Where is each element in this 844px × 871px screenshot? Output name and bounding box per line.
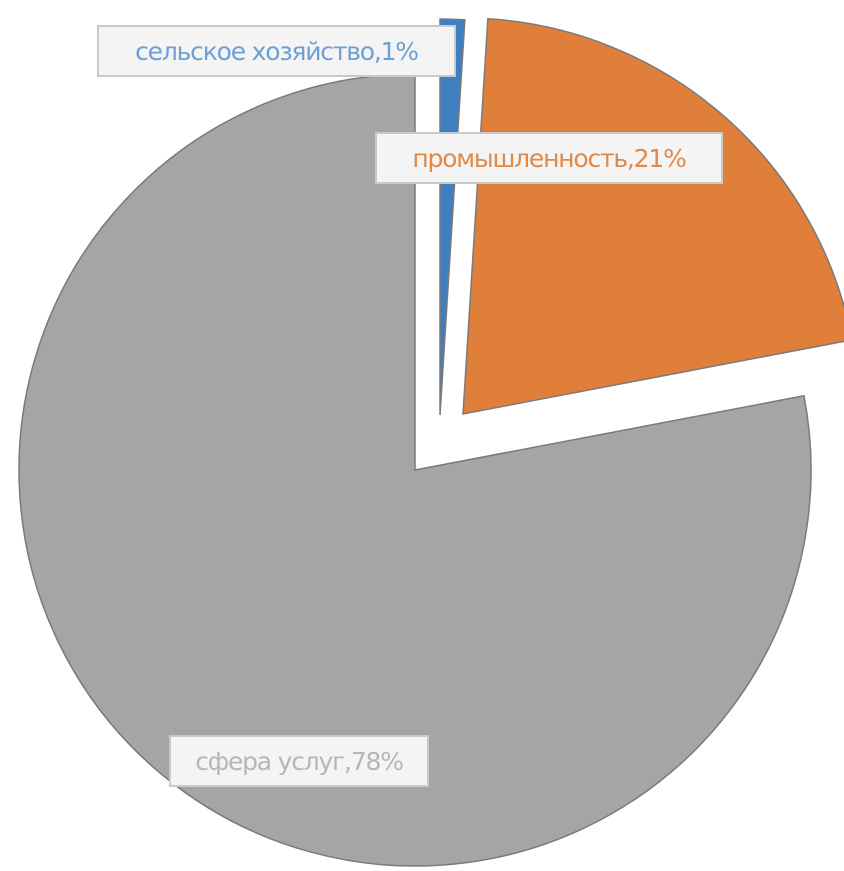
data-label-box <box>375 132 723 184</box>
data-labels: сельское хозяйство,1% промышленность,21% с… <box>97 25 723 787</box>
data-label-box <box>169 735 429 787</box>
pie-slice-2 <box>462 17 844 415</box>
pie-slices <box>18 17 844 867</box>
data-label-text: сельское хозяйство,1% <box>135 37 418 66</box>
pie-slice-1 <box>439 18 466 416</box>
pie-slice-3 <box>18 73 812 867</box>
data-label-box <box>97 25 456 77</box>
data-label-text: промышленность,21% <box>412 144 686 173</box>
data-label-3: сфера услуг,78% <box>169 735 429 787</box>
data-label-1: сельское хозяйство,1% <box>97 25 456 77</box>
data-label-2: промышленность,21% <box>375 132 723 184</box>
data-label-text: сфера услуг,78% <box>195 747 403 776</box>
